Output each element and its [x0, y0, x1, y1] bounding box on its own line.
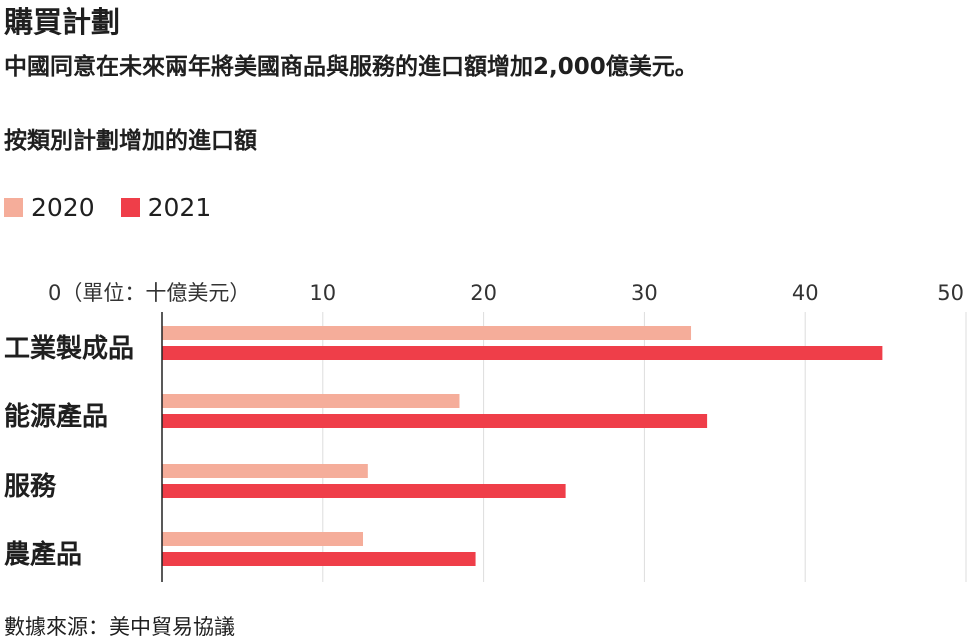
bar-2020-3 [162, 532, 363, 546]
bar-2021-3 [162, 552, 476, 566]
bar-2021-0 [162, 346, 883, 360]
chart-title: 按類別計劃增加的進口額 [4, 128, 257, 154]
page-title: 購買計劃 [4, 5, 121, 39]
legend-item-2020: 2020 [4, 193, 95, 222]
legend-swatch-2020 [4, 197, 23, 217]
category-label-2: 服務 [4, 472, 57, 502]
x-tick-label-0: 0（單位：十億美元） [48, 281, 250, 305]
bar-2021-1 [162, 414, 708, 428]
x-tick-label-50: 50 [937, 281, 964, 305]
x-tick-label-30: 30 [631, 281, 658, 305]
legend: 2020 2021 [4, 190, 237, 224]
x-tick-label-10: 10 [309, 281, 336, 305]
bar-2020-0 [162, 326, 692, 340]
bar-2020-1 [162, 394, 460, 408]
category-label-1: 能源產品 [4, 401, 108, 432]
bar-2021-2 [162, 484, 566, 498]
bar-2020-2 [162, 464, 368, 478]
source-note: 數據來源：美中貿易協議 [4, 615, 235, 639]
page-subtitle: 中國同意在未來兩年將美國商品與服務的進口額增加2,000億美元。 [4, 54, 698, 80]
legend-label-2021: 2021 [147, 192, 212, 222]
x-tick-label-20: 20 [470, 281, 497, 305]
category-label-0: 工業製成品 [4, 334, 134, 364]
legend-swatch-2021 [120, 197, 140, 217]
category-label-3: 農產品 [4, 539, 82, 570]
x-tick-label-40: 40 [792, 281, 819, 305]
legend-label-2020: 2020 [31, 192, 95, 222]
legend-item-2021: 2021 [120, 192, 212, 222]
